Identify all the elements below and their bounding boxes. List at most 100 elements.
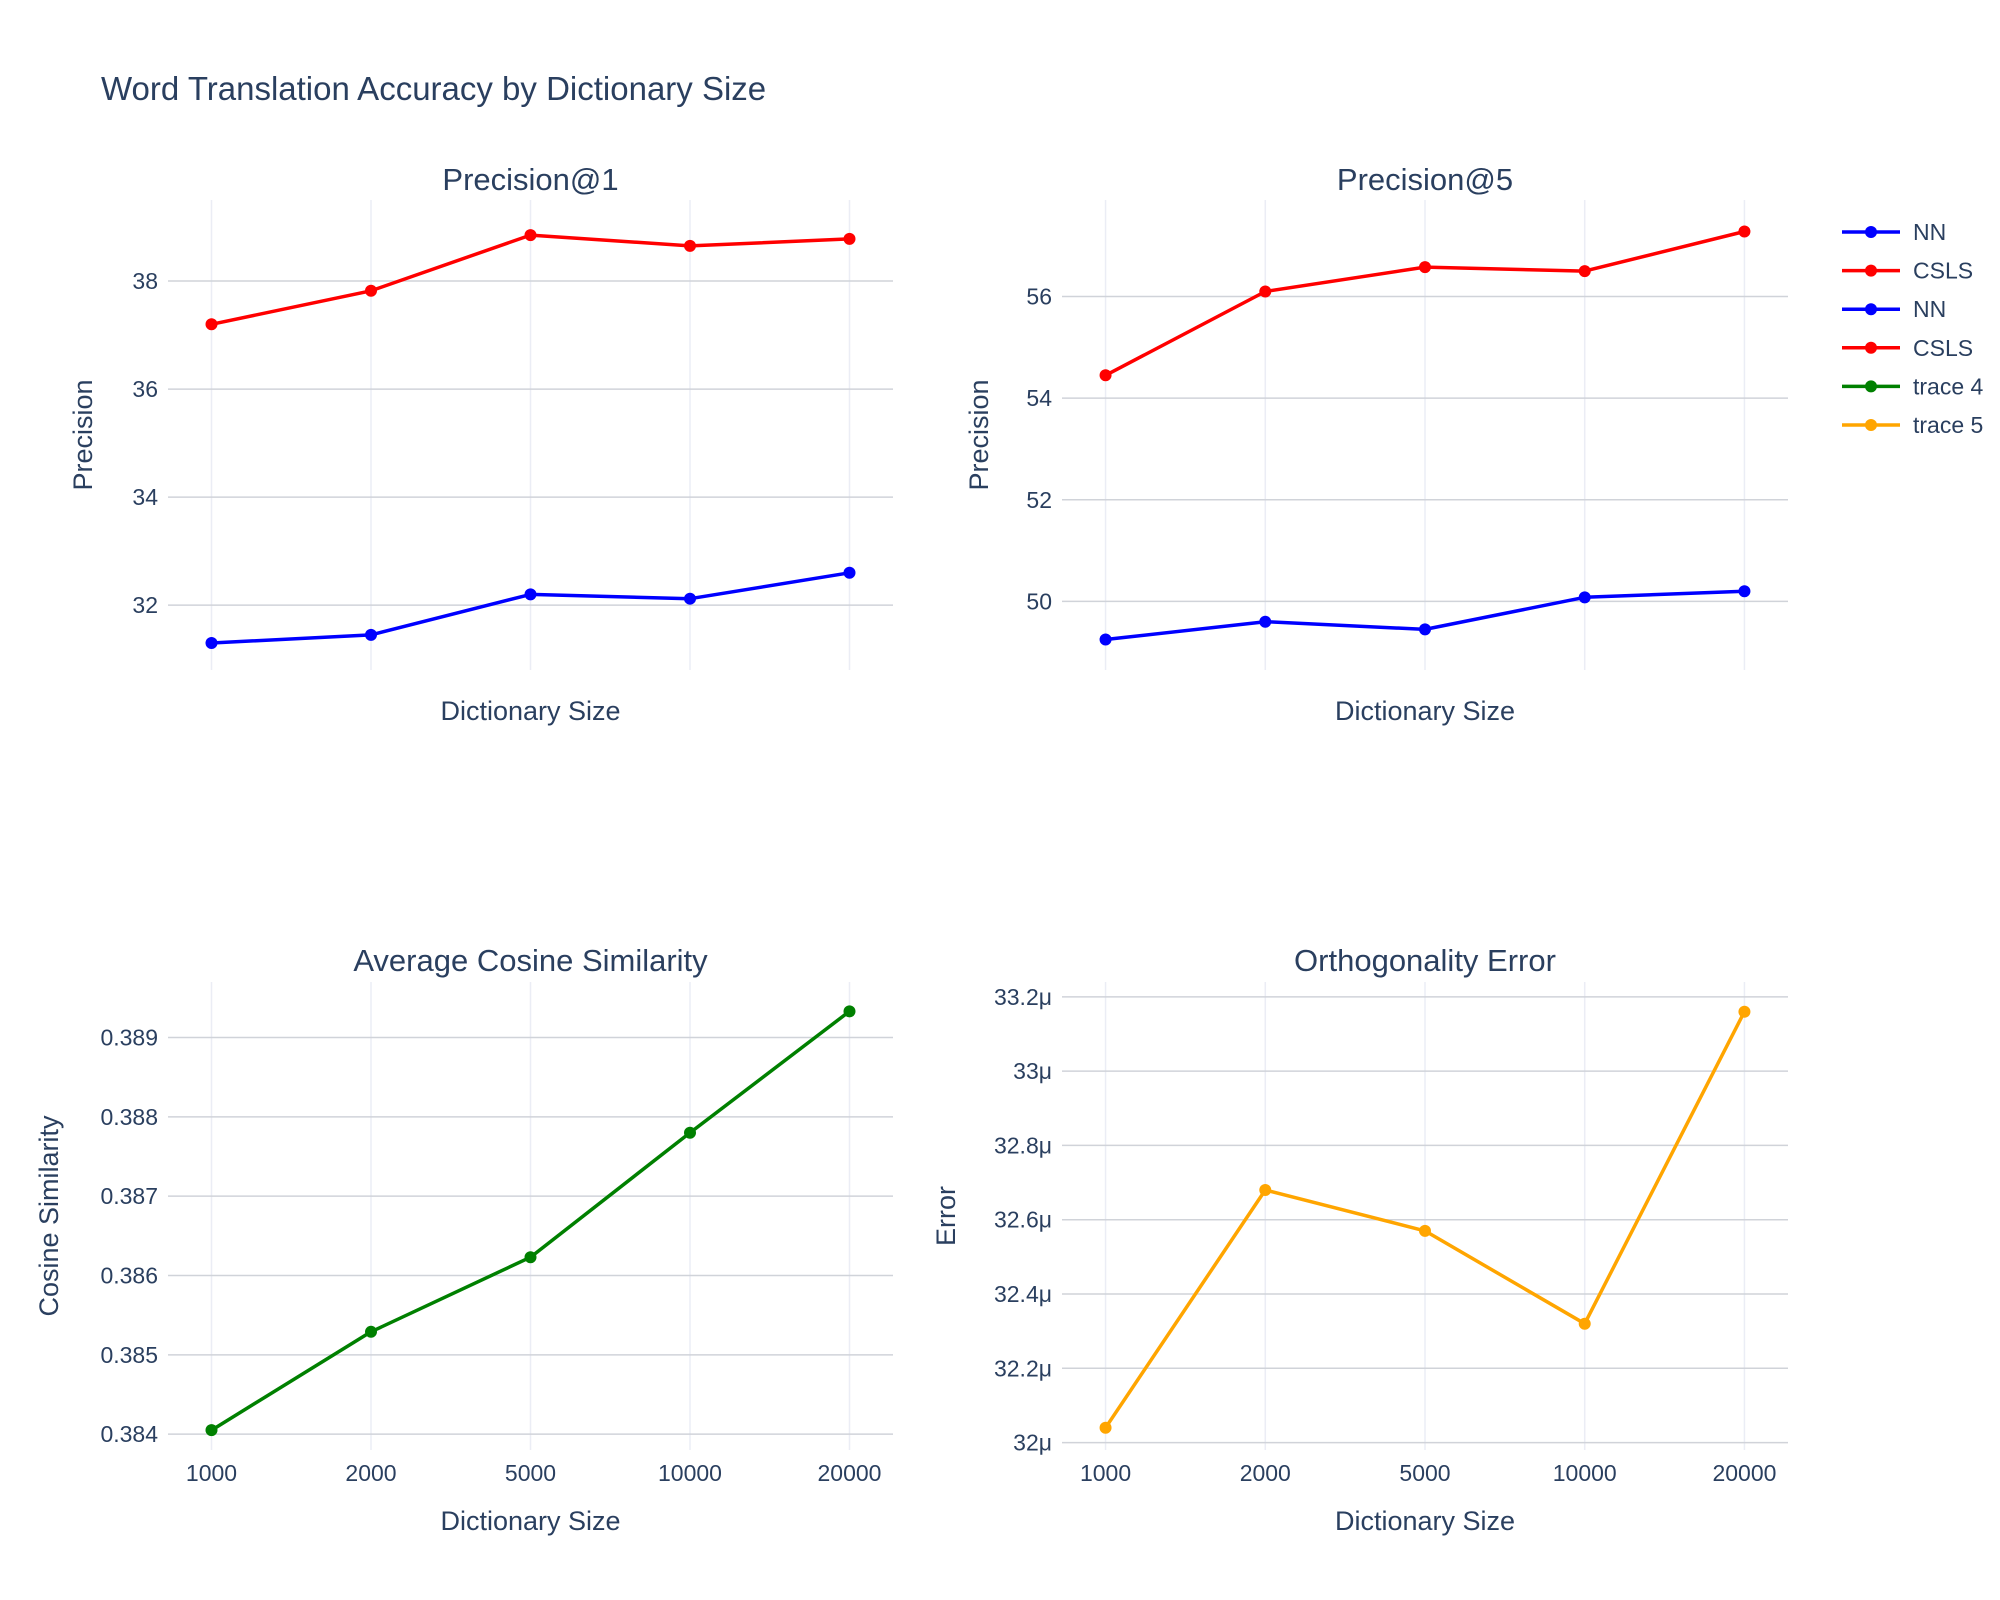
x-tick-label: 10000 [658,1460,722,1486]
x-tick-label: 1000 [1080,1460,1131,1486]
data-point[interactable] [365,284,377,297]
y-tick-label: 0.387 [100,1183,158,1209]
data-point[interactable] [205,318,218,331]
series-trace-5 [1099,1005,1751,1434]
data-point[interactable] [1738,225,1751,238]
legend-marker-icon [1865,303,1877,316]
data-point[interactable] [524,1251,537,1264]
data-point[interactable] [365,628,377,641]
x-axis-title: Dictionary Size [1335,696,1515,726]
data-point[interactable] [1419,623,1431,636]
legend-item[interactable]: trace 4 [1842,373,1984,399]
data-point[interactable] [205,1424,218,1437]
legend-label: CSLS [1913,258,1973,284]
x-axis-title: Dictionary Size [440,1506,620,1536]
y-tick-label: 50 [1026,588,1052,614]
series-csls [205,229,856,331]
y-tick-label: 32.4μ [994,1281,1052,1307]
data-point[interactable] [365,1325,377,1338]
data-point[interactable] [1738,585,1751,598]
y-tick-label: 32.6μ [994,1207,1052,1233]
y-axis-title: Precision [68,379,98,490]
data-point[interactable] [1099,369,1112,382]
x-axis-title: Dictionary Size [1335,1506,1515,1536]
data-point[interactable] [1578,1317,1591,1330]
y-tick-label: 33.2μ [994,984,1052,1010]
legend-label: NN [1913,296,1946,322]
legend-item[interactable]: NN [1842,296,1946,322]
legend-marker-icon [1865,341,1877,354]
legend-marker-icon [1865,419,1877,431]
y-axis-title: Error [931,1186,961,1246]
subplot-1: 32 34 36 38 Precision@1 Dictionary Size Precis… [68,162,893,726]
y-tick-label: 0.385 [100,1342,158,1368]
y-tick-label: 0.384 [100,1421,158,1447]
data-point[interactable] [1578,265,1591,278]
data-point[interactable] [1259,285,1272,298]
data-point[interactable] [524,229,537,242]
data-point[interactable] [1099,633,1112,646]
data-point[interactable] [1419,261,1431,274]
data-point[interactable] [205,636,218,649]
subplot-title: Orthogonality Error [1294,943,1556,978]
subplot-title: Precision@5 [1337,162,1513,197]
y-tick-label: 36 [132,376,158,402]
y-axis-title: Cosine Similarity [34,1115,64,1317]
x-tick-label: 20000 [818,1460,882,1486]
legend-item[interactable]: trace 5 [1842,412,1983,438]
series-trace-4 [205,1005,856,1437]
legend-marker-icon [1865,226,1877,238]
data-point[interactable] [684,239,696,252]
y-tick-label: 52 [1026,487,1052,513]
x-tick-label: 5000 [505,1460,556,1486]
data-point[interactable] [1419,1224,1431,1237]
data-point[interactable] [843,232,856,245]
x-tick-label: 20000 [1712,1460,1776,1486]
data-point[interactable] [524,588,537,601]
series-nn [1099,585,1751,646]
y-tick-label: 32μ [1013,1430,1052,1456]
legend-label: NN [1913,219,1946,245]
legend-item[interactable]: CSLS [1842,335,1973,361]
y-tick-label: 38 [132,268,158,294]
series-csls [1099,225,1751,382]
x-tick-label: 2000 [345,1460,396,1486]
y-tick-label: 32 [132,592,158,618]
subplot-title: Average Cosine Similarity [353,943,708,978]
y-tick-label: 33μ [1013,1058,1052,1084]
y-tick-label: 32.8μ [994,1132,1052,1158]
y-tick-label: 0.388 [100,1104,158,1130]
data-point[interactable] [843,1005,856,1018]
data-point[interactable] [684,1126,696,1139]
y-tick-label: 0.389 [100,1025,158,1051]
x-tick-label: 5000 [1399,1460,1450,1486]
legend-marker-icon [1865,380,1877,393]
legend-label: CSLS [1913,335,1973,361]
data-point[interactable] [1099,1421,1112,1434]
subplot-4: 32μ 32.2μ 32.4μ 32.6μ 32.8μ 33μ 33.2μ 1000 2000 5… [931,943,1788,1536]
y-tick-label: 56 [1026,284,1052,310]
legend-label: trace 4 [1913,373,1984,399]
y-tick-label: 32.2μ [994,1355,1052,1381]
subplot-title: Precision@1 [442,162,618,197]
legend-item[interactable]: CSLS [1842,258,1973,284]
x-tick-label: 2000 [1240,1460,1291,1486]
legend[interactable]: NN CSLS NN CSLS trace 4 trace 5 [1842,219,1984,438]
data-point[interactable] [1738,1005,1751,1018]
data-point[interactable] [1259,1184,1272,1196]
data-point[interactable] [843,566,856,579]
series-nn [205,566,856,649]
legend-marker-icon [1865,264,1877,277]
legend-label: trace 5 [1913,412,1983,438]
y-axis-title: Precision [964,379,994,490]
x-tick-label: 1000 [186,1460,237,1486]
data-point[interactable] [1259,615,1272,628]
legend-item[interactable]: NN [1842,219,1946,245]
figure-title: Word Translation Accuracy by Dictionary … [101,70,766,107]
y-tick-label: 0.386 [100,1262,158,1288]
data-point[interactable] [684,592,696,605]
subplot-3: 0.384 0.385 0.386 0.387 0.388 0.389 1000 2000 50… [34,943,893,1536]
data-point[interactable] [1578,591,1591,604]
